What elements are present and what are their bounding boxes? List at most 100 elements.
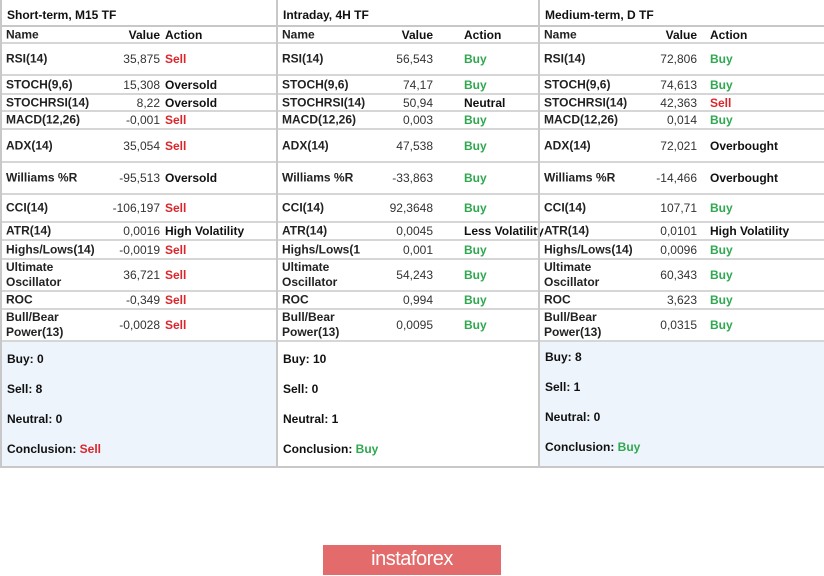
- table-row: MACD(12,26) -0,001 Sell: [2, 112, 276, 130]
- indicator-name: ATR(14): [544, 223, 590, 238]
- indicator-name: CCI(14): [544, 200, 587, 215]
- indicator-name: ATR(14): [6, 223, 52, 238]
- indicator-name: Bull/Bear Power(13): [6, 310, 64, 339]
- table-row: Bull/Bear Power(13) 0,0315 Buy: [540, 310, 824, 342]
- indicator-name: STOCHRSI(14): [282, 95, 366, 109]
- section-title: Intraday, 4H TF: [278, 0, 538, 27]
- header-action: Action: [165, 27, 203, 42]
- section-medium-term: Medium-term, D TF Name Value Action RSI(14) 7…: [538, 0, 824, 468]
- header-action: Action: [464, 27, 502, 42]
- section-title: Medium-term, D TF: [540, 0, 824, 27]
- table-row: STOCH(9,6) 74,17 Buy: [278, 76, 538, 95]
- indicator-value: 0,0096: [660, 242, 697, 257]
- indicator-value: -0,0019: [119, 242, 160, 257]
- indicator-name: Highs/Lows(14): [6, 242, 95, 256]
- indicator-action: Buy: [464, 318, 487, 332]
- header-value: Value: [401, 27, 433, 42]
- summary-conclusion: Conclusion: Buy: [283, 442, 378, 456]
- indicator-name: Bull/Bear Power(13): [282, 310, 340, 339]
- summary-buy: Buy: 10: [283, 352, 327, 366]
- table-row: ATR(14) 0,0045 Less Volatility: [278, 223, 544, 241]
- summary-neutral: Neutral: 0: [7, 412, 63, 426]
- indicator-value: 0,001: [402, 242, 433, 257]
- indicator-name: MACD(12,26): [544, 112, 619, 127]
- table-row: ADX(14) 35,054 Sell: [2, 130, 276, 163]
- summary-buy: Buy: 8: [545, 350, 582, 364]
- table-header: Name Value Action: [2, 27, 276, 44]
- indicator-name: Williams %R: [282, 170, 354, 185]
- indicator-action: Buy: [710, 52, 733, 66]
- header-value: Value: [128, 27, 160, 42]
- indicator-value: 50,94: [402, 95, 433, 110]
- table-row: STOCHRSI(14) 42,363 Sell: [540, 95, 824, 112]
- table-row: Bull/Bear Power(13) -0,0028 Sell: [2, 310, 276, 342]
- table-row: STOCHRSI(14) 50,94 Neutral: [278, 95, 538, 112]
- table-row: Ultimate Oscillator 60,343 Buy: [540, 260, 824, 292]
- indicator-value: 0,994: [402, 293, 433, 307]
- indicator-action: Overbought: [710, 171, 778, 185]
- indicator-action: Sell: [710, 95, 732, 110]
- conclusion-label: Conclusion:: [545, 440, 618, 454]
- indicator-name: Williams %R: [6, 170, 78, 185]
- indicator-value: -14,466: [656, 171, 697, 185]
- indicator-action: Buy: [464, 77, 487, 92]
- indicator-value: 107,71: [660, 201, 697, 215]
- table-row: STOCH(9,6) 15,308 Oversold: [2, 76, 276, 95]
- table-row: Ultimate Oscillator 54,243 Buy: [278, 260, 538, 292]
- indicator-value: 0,0101: [660, 224, 697, 238]
- indicator-name: RSI(14): [282, 51, 324, 66]
- indicator-action: Buy: [464, 293, 487, 307]
- indicator-value: -0,349: [125, 293, 160, 307]
- table-row: ROC -0,349 Sell: [2, 292, 276, 310]
- indicator-action: Sell: [165, 268, 187, 282]
- indicator-action: Buy: [710, 318, 733, 332]
- indicator-action: Buy: [464, 52, 487, 66]
- indicator-action: Oversold: [165, 171, 218, 185]
- indicator-value: -33,863: [392, 171, 433, 185]
- table-row: MACD(12,26) 0,014 Buy: [540, 112, 824, 130]
- table-row: Williams %R -33,863 Buy: [278, 163, 538, 195]
- summary-panel: Buy: 10 Sell: 0 Neutral: 1 Conclusion: Buy: [278, 342, 538, 468]
- table-row: Ultimate Oscillator 36,721 Sell: [2, 260, 276, 292]
- indicator-value: 74,613: [660, 77, 697, 92]
- indicator-name: Ultimate Oscillator: [282, 260, 338, 289]
- header-action: Action: [710, 27, 748, 42]
- header-name: Name: [6, 27, 39, 41]
- indicator-value: 3,623: [666, 293, 697, 307]
- indicator-value: -0,001: [125, 113, 160, 127]
- indicator-name: ATR(14): [282, 223, 328, 238]
- indicator-action: Buy: [464, 113, 487, 127]
- table-header: Name Value Action: [278, 27, 538, 44]
- table-row: ROC 3,623 Buy: [540, 292, 824, 310]
- indicator-action: Sell: [165, 201, 187, 215]
- indicator-value: -106,197: [112, 201, 160, 215]
- summary-panel: Buy: 8 Sell: 1 Neutral: 0 Conclusion: Buy: [540, 342, 824, 468]
- table-row: ADX(14) 47,538 Buy: [278, 130, 538, 163]
- indicator-action: Buy: [464, 171, 487, 185]
- section-title: Short-term, M15 TF: [2, 0, 276, 27]
- summary-sell: Sell: 0: [283, 382, 319, 396]
- table-row: MACD(12,26) 0,003 Buy: [278, 112, 538, 130]
- indicator-value: -95,513: [119, 171, 160, 185]
- table-row: RSI(14) 56,543 Buy: [278, 44, 538, 76]
- indicator-name: ADX(14): [282, 138, 329, 152]
- indicator-name: CCI(14): [282, 200, 325, 215]
- section-short-term: Short-term, M15 TF Name Value Action RSI(14)…: [0, 0, 276, 468]
- conclusion-value: Buy: [355, 442, 379, 456]
- table-row: RSI(14) 72,806 Buy: [540, 44, 824, 76]
- summary-neutral: Neutral: 1: [283, 412, 339, 426]
- indicator-name: ADX(14): [544, 138, 591, 152]
- indicator-value: -0,0028: [119, 318, 160, 332]
- indicator-name: STOCHRSI(14): [544, 95, 628, 109]
- indicator-value: 0,0315: [660, 318, 697, 332]
- indicator-action: Buy: [464, 242, 487, 257]
- summary-neutral: Neutral: 0: [545, 410, 601, 424]
- header-value: Value: [665, 27, 697, 42]
- table-row: Highs/Lows(14) 0,0096 Buy: [540, 241, 824, 260]
- indicator-action: Oversold: [165, 77, 218, 92]
- indicator-name: MACD(12,26): [282, 112, 357, 127]
- indicator-value: 0,014: [666, 113, 697, 127]
- indicator-name: ROC: [282, 292, 309, 307]
- section-intraday: Intraday, 4H TF Name Value Action RSI(14) 56,…: [276, 0, 544, 468]
- indicator-action: High Volatility: [710, 224, 790, 238]
